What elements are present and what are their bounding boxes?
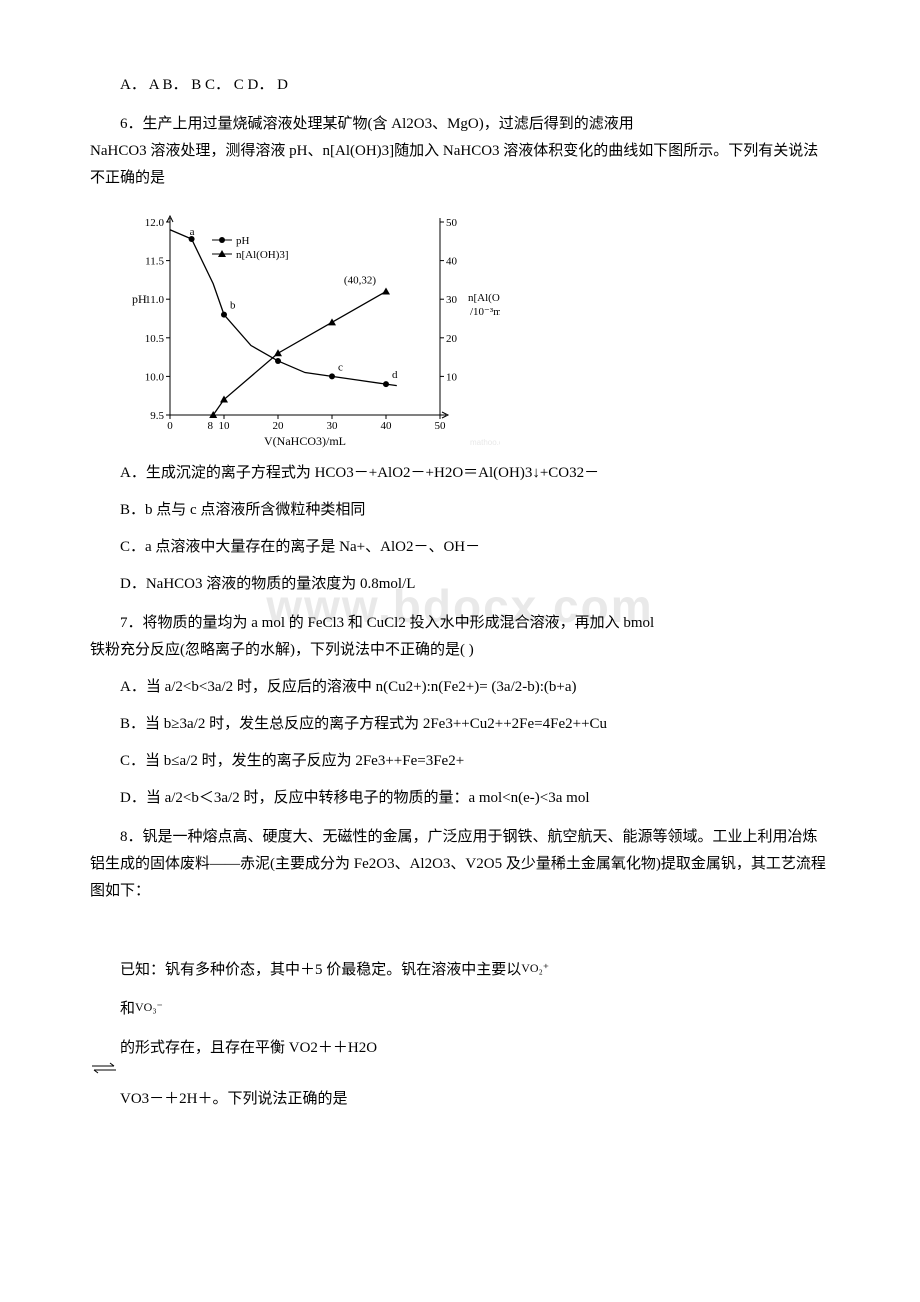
svg-text:/10⁻³mol: /10⁻³mol <box>470 306 500 318</box>
q8-frac-vo2: VO₂⁺ <box>521 961 549 975</box>
svg-text:40: 40 <box>446 256 458 268</box>
svg-text:30: 30 <box>327 420 339 432</box>
q7-opt-c: C．当 b≤a/2 时，发生的离子反应为 2Fe3++Fe=3Fe2+ <box>90 748 830 775</box>
q7-opt-b: B．当 b≥3a/2 时，发生总反应的离子方程式为 2Fe3++Cu2++2Fe… <box>90 711 830 738</box>
svg-text:20: 20 <box>273 420 285 432</box>
svg-text:10: 10 <box>446 371 458 383</box>
svg-text:V(NaHCO3)/mL: V(NaHCO3)/mL <box>264 434 346 448</box>
q7: 7．将物质的量均为 a mol 的 FeCl3 和 CuCl2 投入水中形成混合… <box>90 610 830 812</box>
q6-opt-c: C．a 点溶液中大量存在的离子是 Na+、AlO2－、OH－ <box>120 539 480 555</box>
q6: 6．生产上用过量烧碱溶液处理某矿物(含 Al2O3、MgO)，过滤后得到的滤液用… <box>90 111 830 561</box>
svg-text:10: 10 <box>219 420 231 432</box>
q7-opt-d: D．当 a/2<b＜3a/2 时，反应中转移电子的物质的量：a mol<n(e-… <box>90 785 830 812</box>
q8-frac-vo3: VO₃⁻ <box>135 1000 163 1014</box>
q8-stem-1: 8．钒是一种熔点高、硬度大、无磁性的金属，广泛应用于钢铁、航空航天、能源等领域。… <box>90 824 830 905</box>
svg-text:a: a <box>190 226 195 238</box>
q7-opt-a: A．当 a/2<b<3a/2 时，反应后的溶液中 n(Cu2+):n(Fe2+)… <box>90 674 830 701</box>
q5-options: A． A B． B C． C D． D <box>90 72 830 99</box>
svg-text:pH: pH <box>236 235 250 247</box>
q6-stem-2: NaHCO3 溶液处理，测得溶液 pH、n[Al(OH)3]随加入 NaHCO3… <box>90 143 818 186</box>
svg-text:20: 20 <box>446 333 458 345</box>
svg-text:12.0: 12.0 <box>145 217 165 229</box>
svg-text:10.5: 10.5 <box>145 333 165 345</box>
svg-text:9.5: 9.5 <box>150 410 164 422</box>
q6-opt-d: D．NaHCO3 溶液的物质的量浓度为 0.8mol/L <box>90 571 830 598</box>
svg-text:(40,32): (40,32) <box>344 274 376 286</box>
q8-line3-pre: 和 <box>120 1001 135 1017</box>
svg-text:11.0: 11.0 <box>145 294 164 306</box>
q6-stem-1: 6．生产上用过量烧碱溶液处理某矿物(含 Al2O3、MgO)，过滤后得到的滤液用 <box>120 116 634 132</box>
q8-line5: VO3－＋2H＋。下列说法正确的是 <box>90 1086 830 1113</box>
svg-text:n[Al(OH)3]: n[Al(OH)3] <box>236 249 289 261</box>
svg-text:n[Al(OH)3]: n[Al(OH)3] <box>468 292 500 304</box>
svg-text:40: 40 <box>381 420 393 432</box>
q8-line4: 的形式存在，且存在平衡 VO2＋＋H2O <box>120 1040 377 1056</box>
svg-text:30: 30 <box>446 294 458 306</box>
q6-chart: 9.5 10.0 10.5 11.0 11.5 12.0 10 20 30 40 50 0 8 10 20 3… <box>120 210 830 450</box>
q8: 8．钒是一种熔点高、硬度大、无磁性的金属，广泛应用于钢铁、航空航天、能源等领域。… <box>90 824 830 1113</box>
q6-opt-b: B．b 点与 c 点溶液所含微粒种类相同 <box>90 497 830 524</box>
q7-stem-2: 铁粉充分反应(忽略离子的水解)，下列说法中不正确的是( ) <box>90 642 474 658</box>
q7-stem-1: 7．将物质的量均为 a mol 的 FeCl3 和 CuCl2 投入水中形成混合… <box>120 615 654 631</box>
q8-line2-pre: 已知：钒有多种价态，其中＋5 价最稳定。钒在溶液中主要以 <box>120 962 521 978</box>
svg-text:0: 0 <box>167 420 173 432</box>
svg-text:d: d <box>392 369 398 381</box>
svg-text:c: c <box>338 361 343 373</box>
svg-text:8: 8 <box>207 420 213 432</box>
svg-text:pH: pH <box>132 292 147 306</box>
q6-opt-a: A．生成沉淀的离子方程式为 HCO3－+AlO2－+H2O＝Al(OH)3↓+C… <box>90 460 830 487</box>
equilibrium-icon <box>90 1062 118 1074</box>
svg-text:11.5: 11.5 <box>145 256 164 268</box>
q6-cont: D．NaHCO3 溶液的物质的量浓度为 0.8mol/L <box>90 571 830 598</box>
svg-text:b: b <box>230 300 236 312</box>
svg-text:50: 50 <box>446 217 458 229</box>
svg-text:10.0: 10.0 <box>145 371 165 383</box>
svg-text:50: 50 <box>435 420 447 432</box>
svg-text:mathoo.com: mathoo.com <box>470 438 500 447</box>
